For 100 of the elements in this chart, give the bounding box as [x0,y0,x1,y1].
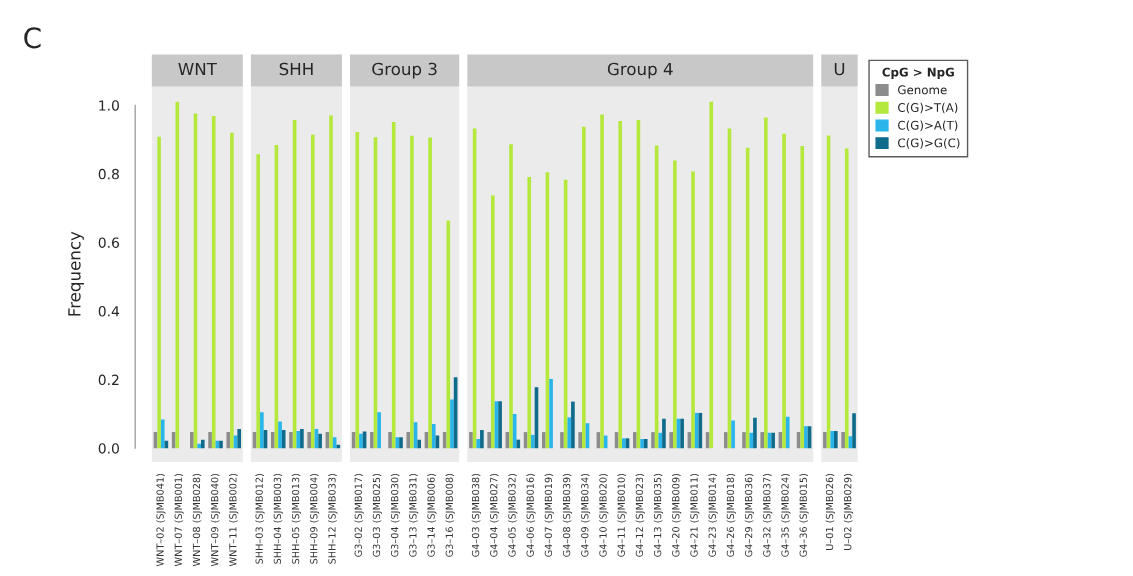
bar [643,438,648,449]
bar [190,432,194,449]
bar [310,134,315,449]
bar [600,114,604,449]
bar [567,417,572,449]
bar [318,433,322,449]
bar [618,121,623,449]
bar [296,431,301,449]
bar [391,122,396,449]
bar [694,412,699,449]
bar [749,432,754,449]
bar [852,413,856,449]
x-tick-label: G3–02 (SJMB017) [354,473,364,557]
bar [388,432,392,449]
chart-title: SHH [279,62,313,76]
x-tick-label: G4–08 (SJMB039) [562,473,573,557]
bar [549,378,553,449]
x-tick-label: G4–12 (SJMB023) [635,473,645,557]
bar [175,101,180,449]
bar [300,429,304,449]
y-tick-label: 0.2 [98,374,119,386]
bar [760,432,765,449]
bar [691,171,695,449]
x-tick-label: G4–03 (SJMB038) [471,473,482,557]
bar [370,432,374,449]
y-tick-label: 0.8 [98,168,119,180]
bar [490,195,495,449]
x-tick-label: WNT–02 (SJMB041) [156,473,166,567]
bar [771,432,775,449]
bar [399,437,403,449]
bar [669,432,674,449]
bar [197,443,201,449]
x-tick-label: G4–21 (SJMB011) [690,473,700,557]
x-tick-label: G3–16 (SJMB008) [445,473,455,557]
bar [487,432,491,449]
x-tick-label: G4–09 (SJMB034) [580,473,591,557]
y-tick-label: 0.6 [98,237,119,248]
x-tick-label: G3–13 (SJMB031) [409,473,419,557]
y-tick-label: 0.4 [98,306,120,317]
bar [731,420,735,449]
bar [278,421,282,449]
x-tick-label: WNT–07 (SJMB001) [174,473,184,567]
bar [844,148,849,449]
x-tick-label: SHH–09 (SJMB004) [309,473,320,564]
x-tick-label: G4–11 (SJMB010) [617,473,627,557]
x-tick-label: SHH–05 (SJMB013) [291,473,302,564]
bar [428,137,432,449]
legend-title: CpG > NpG [882,67,954,79]
legend-label: C(G)>T(A) [898,102,958,114]
x-tick-label: U–01 (SJMB026) [825,473,835,550]
bar [782,133,786,449]
bar [359,433,363,449]
bar [841,432,845,449]
bar [200,439,205,449]
y-axis-title: Frequency [68,231,84,316]
bar [270,432,275,449]
bar [823,432,827,449]
x-tick-label: G4–06 (SJMB016) [526,473,536,557]
bar [260,412,264,449]
bar [785,416,790,449]
bar [658,432,663,449]
x-tick-label: SHH–03 (SJMB012) [255,473,265,564]
bar [516,439,521,449]
x-tick-label: G4–36 (SJMB015) [799,473,809,557]
y-tick-label: 0.0 [98,443,119,454]
x-tick-label: WNT–09 (SJMB040) [210,473,221,567]
bar [160,419,165,449]
bar [709,101,714,449]
x-tick-label: U–02 (SJMB029) [843,473,854,550]
x-tick-label: WNT–08 (SJMB028) [192,473,202,567]
bar [742,432,746,449]
x-tick-label: G3–03 (SJMB025) [372,473,382,557]
bar [578,432,583,449]
bar [834,431,838,449]
bar [800,146,805,449]
bar [431,423,436,449]
bar [211,115,216,449]
bar [622,438,626,449]
x-tick-label: G4–04 (SJMB027) [489,473,500,557]
chart-title: U [834,62,845,76]
y-tick-label: 1.0 [99,100,119,111]
text: C [24,27,41,49]
bar [498,401,502,449]
bar [410,135,414,449]
x-tick-label: G3–04 (SJMB030) [390,473,401,557]
bar [281,430,286,449]
bar [226,432,231,449]
bar [723,432,728,449]
bar [406,432,411,449]
x-tick-label: G4–35 (SJMB024) [781,473,791,557]
bar [527,176,532,449]
bar [651,432,655,449]
bar [673,160,677,449]
x-tick-label: G4–23 (SJMB014) [708,473,718,557]
x-tick-label: G3–14 (SJMB006) [427,473,437,557]
bar [764,117,768,449]
bar [476,438,481,449]
bar [560,432,564,449]
legend-label: Genome [898,85,947,95]
bar [256,154,261,449]
